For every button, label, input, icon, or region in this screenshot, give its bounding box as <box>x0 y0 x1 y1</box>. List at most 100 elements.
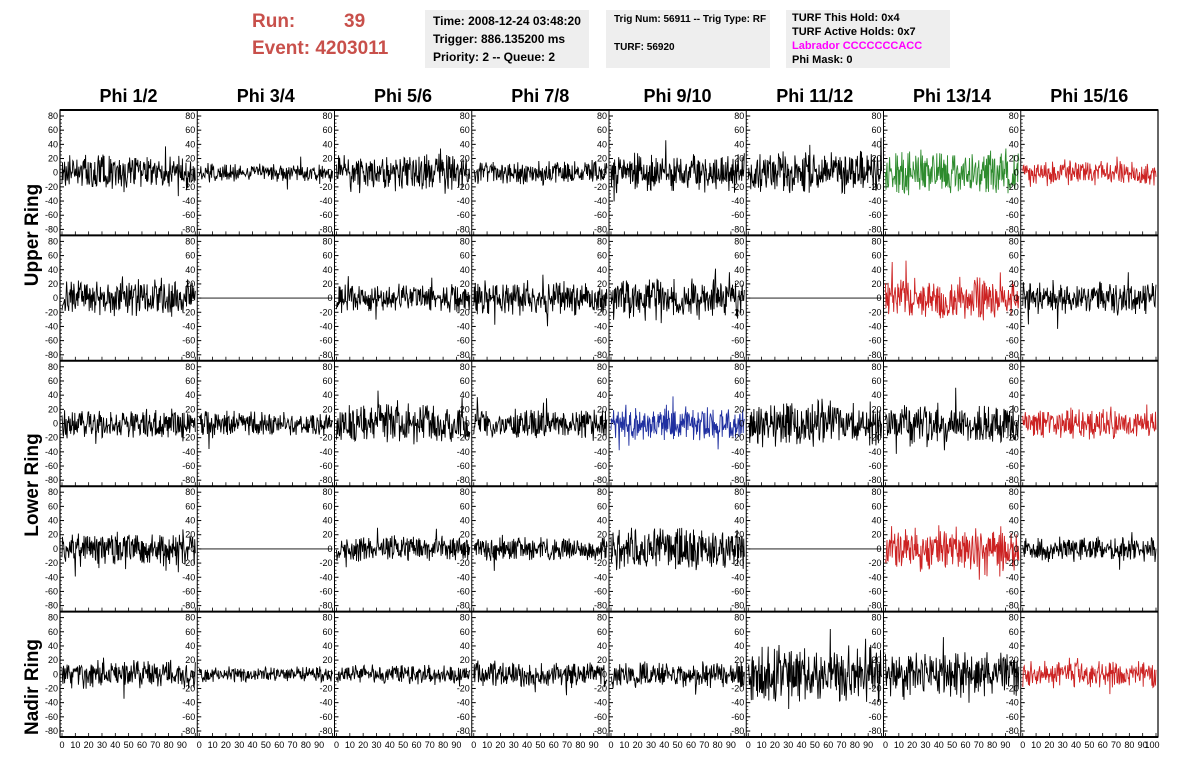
waveform-r2-c8 <box>1022 272 1157 329</box>
y-tick-label: 40 <box>871 641 881 651</box>
y-tick-label: -40 <box>319 321 332 331</box>
trig-num-line: Trig Num: 56911 -- Trig Type: RF <box>614 14 767 25</box>
y-tick-label: 80 <box>460 236 470 246</box>
y-tick-label: 0 <box>327 168 332 178</box>
y-tick-label: 20 <box>871 154 881 164</box>
y-tick-label: 80 <box>322 111 332 121</box>
y-tick-label: -80 <box>594 350 607 360</box>
y-tick-label: -40 <box>319 572 332 582</box>
y-tick-label: 0 <box>876 419 881 429</box>
x-tick-label: 70 <box>562 740 572 750</box>
y-tick-label: 0 <box>602 544 607 554</box>
waveform-r3-c7 <box>885 387 1020 454</box>
x-tick-label: 40 <box>248 740 258 750</box>
y-tick-label: -40 <box>594 572 607 582</box>
y-tick-label: -60 <box>182 210 195 220</box>
y-tick-label: -60 <box>182 461 195 471</box>
labrador-line: Labrador CCCCCCCACC <box>792 40 923 52</box>
x-tick-label: 30 <box>509 740 519 750</box>
x-tick-label: 0 <box>746 740 751 750</box>
y-tick-label: -20 <box>45 558 58 568</box>
y-tick-label: -20 <box>868 433 881 443</box>
waveform-r5-c6 <box>747 628 882 710</box>
y-tick-label: 60 <box>322 376 332 386</box>
y-tick-label: 60 <box>460 251 470 261</box>
y-tick-label: 60 <box>48 125 58 135</box>
y-tick-label: 20 <box>597 655 607 665</box>
trigger-info-box: Trig Num: 56911 -- Trig Type: RF TURF: 5… <box>606 10 770 68</box>
event-row: Event: 4203011 <box>252 35 388 62</box>
y-tick-label: -60 <box>868 336 881 346</box>
y-tick-label: -80 <box>1006 224 1019 234</box>
x-tick-label: 20 <box>770 740 780 750</box>
y-tick-label: 20 <box>734 655 744 665</box>
x-tick-label: 0 <box>1020 740 1025 750</box>
y-tick-label: -80 <box>731 350 744 360</box>
x-tick-label: 50 <box>124 740 134 750</box>
y-tick-label: 60 <box>1009 501 1019 511</box>
y-tick-label: -80 <box>594 601 607 611</box>
y-tick-label: 40 <box>460 390 470 400</box>
x-tick-label: 50 <box>673 740 683 750</box>
y-tick-label: 0 <box>739 544 744 554</box>
y-tick-label: 80 <box>734 487 744 497</box>
y-tick-label: 20 <box>1009 279 1019 289</box>
y-tick-label: -20 <box>182 433 195 443</box>
time-info-box: Time: 2008-12-24 03:48:20 Trigger: 886.1… <box>425 10 589 68</box>
y-tick-label: -80 <box>182 726 195 736</box>
waveform-r1-c7 <box>885 148 1020 196</box>
y-tick-label: -40 <box>45 321 58 331</box>
y-tick-label: -40 <box>457 321 470 331</box>
y-tick-label: -40 <box>182 447 195 457</box>
waveform-r2-c7 <box>885 260 1020 321</box>
y-tick-label: 80 <box>460 362 470 372</box>
y-tick-label: 80 <box>48 236 58 246</box>
y-tick-label: 40 <box>185 641 195 651</box>
x-tick-label: 80 <box>850 740 860 750</box>
y-tick-label: 60 <box>597 125 607 135</box>
x-tick-label: 50 <box>1084 740 1094 750</box>
waveform-r3-c8 <box>1022 404 1157 440</box>
y-tick-label: 80 <box>597 236 607 246</box>
y-tick-label: -80 <box>731 224 744 234</box>
y-tick-label: 60 <box>597 376 607 386</box>
x-tick-label: 30 <box>783 740 793 750</box>
waveform-r3-c6 <box>747 398 882 448</box>
y-tick-label: 0 <box>465 419 470 429</box>
y-tick-label: 0 <box>602 669 607 679</box>
y-tick-label: 20 <box>1009 404 1019 414</box>
phi-header-6: Phi 11/12 <box>776 86 854 106</box>
y-tick-label: 20 <box>1009 154 1019 164</box>
y-tick-label: 20 <box>185 404 195 414</box>
y-tick-label: -20 <box>457 433 470 443</box>
y-tick-label: 0 <box>465 669 470 679</box>
y-tick-label: 80 <box>322 487 332 497</box>
y-tick-label: -20 <box>731 433 744 443</box>
waveform-r4-c5 <box>610 527 745 571</box>
y-tick-label: -20 <box>45 182 58 192</box>
x-tick-label: 10 <box>1031 740 1041 750</box>
y-tick-label: -20 <box>319 558 332 568</box>
y-tick-label: -80 <box>45 224 58 234</box>
y-tick-label: 20 <box>460 404 470 414</box>
run-label: Run: <box>252 11 296 32</box>
y-tick-label: 40 <box>1009 265 1019 275</box>
y-tick-label: -40 <box>457 698 470 708</box>
y-tick-label: 40 <box>460 139 470 149</box>
y-tick-label: -60 <box>457 336 470 346</box>
y-tick-label: -80 <box>868 350 881 360</box>
y-tick-label: -20 <box>868 683 881 693</box>
y-tick-label: -20 <box>457 683 470 693</box>
x-tick-label: 20 <box>907 740 917 750</box>
y-tick-label: -80 <box>457 475 470 485</box>
y-tick-label: -20 <box>1006 433 1019 443</box>
y-tick-label: 80 <box>48 613 58 623</box>
y-tick-label: 0 <box>602 168 607 178</box>
x-tick-label: 0 <box>471 740 476 750</box>
x-tick-label: 70 <box>699 740 709 750</box>
x-tick-label: 80 <box>164 740 174 750</box>
y-tick-label: -80 <box>182 350 195 360</box>
y-tick-label: -80 <box>868 726 881 736</box>
y-tick-label: -60 <box>319 712 332 722</box>
phi-header-3: Phi 5/6 <box>373 86 433 106</box>
